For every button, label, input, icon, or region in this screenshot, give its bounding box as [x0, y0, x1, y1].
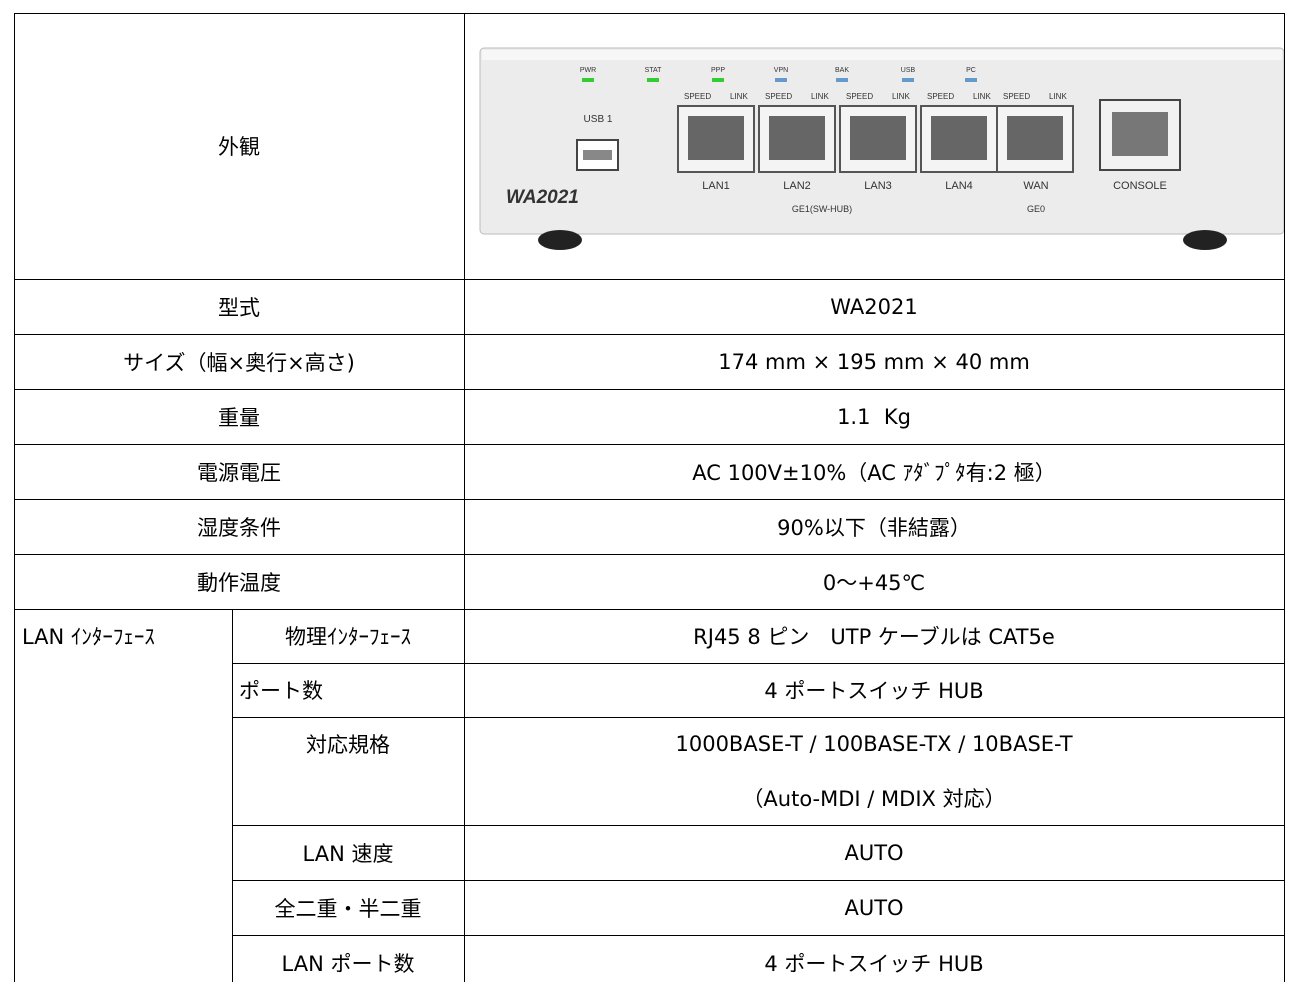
border [1284, 13, 1285, 982]
speed-label: SPEED [684, 92, 711, 101]
cell-text: 4 ポートスイッチ HUB [764, 951, 984, 976]
link-label: LINK [892, 92, 910, 101]
cell-text: 1000BASE-T / 100BASE-TX / 10BASE-T [675, 732, 1073, 756]
usb-label: USB 1 [584, 114, 613, 125]
cell-text: LAN ポート数 [281, 951, 415, 976]
router-top [482, 50, 1282, 60]
router-image: PWR STAT PPP VPN BAK USB PC SPEED LINK LAN1 SPEED… [479, 47, 1285, 250]
border [232, 717, 1284, 718]
cell-text: 動作温度 [197, 570, 281, 595]
link-label: LINK [811, 92, 829, 101]
border [232, 663, 1284, 664]
speed-label: SPEED [846, 92, 873, 101]
border [14, 334, 1284, 335]
lan-label: LAN2 [783, 180, 811, 192]
led [902, 78, 914, 82]
cell-text: 電源電圧 [197, 460, 281, 485]
cell-text: RJ45 8 ピン UTP ケーブルは CAT5e [693, 625, 1055, 649]
led [836, 78, 848, 82]
lan-port-inner [850, 116, 906, 160]
model-label: WA2021 [506, 187, 579, 208]
lan-port-inner [688, 116, 744, 160]
cell-text: 湿度条件 [197, 515, 281, 540]
border [14, 444, 1284, 445]
cell-text: AC 100V±10%（AC ｱﾀﾞﾌﾟﾀ有:2 極） [692, 460, 1056, 485]
cell-text: WA2021 [830, 294, 918, 319]
foot [538, 230, 582, 250]
lan-port-inner [1007, 116, 1063, 160]
cell-text: AUTO [844, 840, 904, 865]
lan-port-inner [931, 116, 987, 160]
lan-label: LAN4 [945, 180, 973, 192]
speed-label: SPEED [927, 92, 954, 101]
cell-text: 全二重・半二重 [274, 896, 422, 921]
border [232, 880, 1284, 881]
link-label: LINK [1049, 92, 1067, 101]
usb-port-inner [583, 150, 612, 160]
border [14, 609, 1284, 610]
cell-text: 外観 [218, 135, 260, 159]
led [712, 78, 724, 82]
link-label: LINK [730, 92, 748, 101]
border [464, 13, 465, 982]
border [14, 279, 1284, 280]
cell-text: （Auto-MDI / MDIX 対応） [742, 787, 1006, 811]
border [232, 825, 1284, 826]
border [14, 13, 1285, 14]
cell-text: 0～+45℃ [822, 570, 926, 595]
cell-text: 対応規格 [306, 733, 390, 757]
cell-text: 1.1 Kg [837, 404, 911, 429]
led-label: STAT [645, 67, 663, 74]
border [14, 554, 1284, 555]
led-label: BAK [835, 67, 849, 74]
ge1-label: GE1(SW-HUB) [792, 204, 852, 214]
cell-text: サイズ（幅×奥行×高さ) [123, 350, 355, 375]
border [14, 13, 15, 982]
cell-text: 4 ポートスイッチ HUB [764, 679, 984, 703]
cell-text: 174 mm × 195 mm × 40 mm [718, 349, 1030, 374]
speed-label: SPEED [765, 92, 792, 101]
cell-text: AUTO [844, 895, 904, 920]
lan-port-inner [769, 116, 825, 160]
cell-text: 90%以下（非結露） [777, 515, 971, 540]
cell-text: 物理ｲﾝﾀｰﾌｪｰｽ [285, 625, 411, 649]
border [232, 609, 233, 982]
cell-text: 型式 [218, 295, 260, 320]
console-port-inner [1112, 112, 1168, 156]
led [647, 78, 659, 82]
speed-label: SPEED [1003, 92, 1030, 101]
led [775, 78, 787, 82]
led [582, 78, 594, 82]
led-label: USB [901, 67, 916, 74]
lan-label: LAN3 [864, 180, 892, 192]
led-label: PPP [711, 67, 725, 74]
ge0-label: GE0 [1027, 204, 1045, 214]
border [232, 935, 1284, 936]
console-label: CONSOLE [1113, 180, 1167, 192]
cell-text: 重量 [218, 405, 260, 430]
led-label: VPN [774, 67, 788, 74]
led [965, 78, 977, 82]
cell-text: ポート数 [239, 679, 323, 703]
cell-text: LAN 速度 [302, 841, 394, 866]
lan-label: LAN1 [702, 180, 730, 192]
border [14, 499, 1284, 500]
foot [1183, 230, 1227, 250]
border [14, 389, 1284, 390]
led-label: PC [966, 67, 976, 74]
wan-label: WAN [1023, 180, 1048, 192]
cell-text: LAN ｲﾝﾀｰﾌｪｰｽ [22, 625, 155, 649]
led-label: PWR [580, 67, 596, 74]
link-label: LINK [973, 92, 991, 101]
